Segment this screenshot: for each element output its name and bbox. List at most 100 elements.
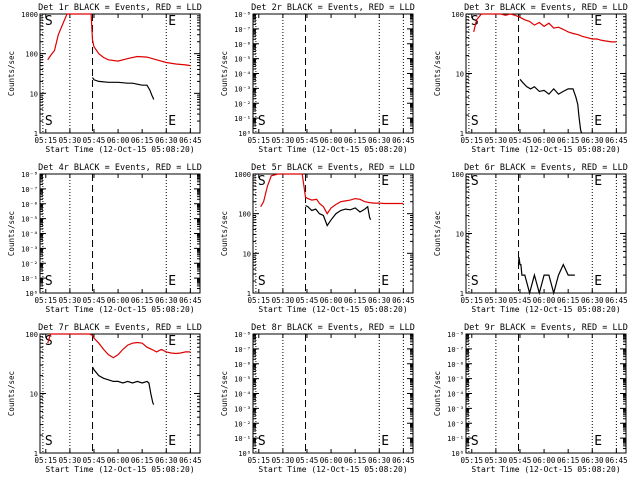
start-marker: S xyxy=(45,114,53,129)
x-tick-label: 06:45 xyxy=(605,296,628,305)
y-tick-label: 10⁻⁵ xyxy=(447,376,464,384)
x-tick-label: 05:15 xyxy=(34,456,57,465)
events-series-line xyxy=(519,78,583,134)
x-tick-label: 05:45 xyxy=(296,456,319,465)
y-tick-label: 10⁻¹ xyxy=(21,275,38,283)
x-tick-label: 05:15 xyxy=(460,136,483,145)
y-tick-label: 1 xyxy=(247,290,251,298)
x-axis-label: Start Time (12-Oct-15 05:08:20) xyxy=(258,465,407,474)
x-tick-label: 05:15 xyxy=(34,136,57,145)
y-tick-label: 10⁻⁴ xyxy=(234,71,251,79)
y-tick-label: 10⁻⁵ xyxy=(234,376,251,384)
y-tick-label: 10⁻³ xyxy=(234,405,251,413)
y-tick-label: 10⁻⁶ xyxy=(21,201,38,209)
y-axis-label: Counts/sec xyxy=(7,51,16,96)
start-marker: S xyxy=(45,274,53,289)
x-axis-label: Start Time (12-Oct-15 05:08:20) xyxy=(471,145,620,154)
y-axis-label: Counts/sec xyxy=(433,371,442,416)
y-tick-label: 10 xyxy=(30,391,38,399)
y-tick-label: 10⁻⁵ xyxy=(21,216,38,224)
panel-title: Det 9r BLACK = Events, RED = LLD xyxy=(464,323,628,333)
y-tick-label: 10⁻⁴ xyxy=(447,391,464,399)
y-tick-label: 10⁻² xyxy=(447,420,464,428)
lld-series-line xyxy=(47,13,191,67)
x-tick-label: 06:15 xyxy=(557,456,580,465)
y-tick-label: 10⁻⁶ xyxy=(234,41,251,49)
y-tick-label: 10⁻⁷ xyxy=(21,186,38,194)
y-tick-label: 10⁻⁶ xyxy=(447,361,464,369)
panel-title: Det 1r BLACK = Events, RED = LLD xyxy=(38,3,202,13)
y-tick-label: 10⁻⁸ xyxy=(234,11,251,19)
x-axis-label: Start Time (12-Oct-15 05:08:20) xyxy=(471,465,620,474)
end-marker-top: E xyxy=(594,174,602,189)
start-marker-top: S xyxy=(258,174,266,189)
x-tick-label: 05:45 xyxy=(296,296,319,305)
y-axis-label: Counts/sec xyxy=(220,51,229,96)
start-marker: S xyxy=(471,434,479,449)
start-marker: S xyxy=(471,274,479,289)
x-tick-label: 06:30 xyxy=(368,456,391,465)
end-marker: E xyxy=(594,114,602,129)
panel-title: Det 6r BLACK = Events, RED = LLD xyxy=(464,163,628,173)
y-tick-label: 10⁻² xyxy=(234,100,251,108)
y-axis-label: Counts/sec xyxy=(220,211,229,256)
end-marker: E xyxy=(381,434,389,449)
y-tick-label: 1 xyxy=(460,290,464,298)
x-tick-label: 05:30 xyxy=(485,296,508,305)
y-tick-label: 10 xyxy=(456,71,464,79)
y-tick-label: 10⁻² xyxy=(21,260,38,268)
x-tick-label: 06:00 xyxy=(107,296,130,305)
x-tick-label: 06:30 xyxy=(368,136,391,145)
y-axis-label: Counts/sec xyxy=(220,371,229,416)
x-tick-label: 06:15 xyxy=(557,296,580,305)
x-tick-label: 05:30 xyxy=(485,456,508,465)
x-tick-label: 06:45 xyxy=(392,136,415,145)
panel-title: Det 7r BLACK = Events, RED = LLD xyxy=(38,323,202,333)
end-marker: E xyxy=(168,114,176,129)
y-tick-label: 10⁻³ xyxy=(447,405,464,413)
x-tick-label: 05:15 xyxy=(460,296,483,305)
x-tick-label: 06:15 xyxy=(344,456,367,465)
x-tick-label: 06:15 xyxy=(344,136,367,145)
y-tick-label: 10⁻⁸ xyxy=(234,331,251,339)
x-tick-label: 06:00 xyxy=(107,456,130,465)
y-tick-label: 100 xyxy=(25,51,38,59)
x-axis-label: Start Time (12-Oct-15 05:08:20) xyxy=(45,305,194,314)
x-tick-label: 05:15 xyxy=(34,296,57,305)
x-tick-label: 06:45 xyxy=(605,136,628,145)
x-tick-label: 05:45 xyxy=(509,136,532,145)
y-tick-label: 1000 xyxy=(21,11,38,19)
y-tick-label: 10⁻³ xyxy=(234,85,251,93)
y-tick-label: 1 xyxy=(460,130,464,138)
x-tick-label: 06:45 xyxy=(605,456,628,465)
x-tick-label: 05:45 xyxy=(296,136,319,145)
y-tick-label: 10⁻⁷ xyxy=(234,26,251,34)
start-marker: S xyxy=(258,434,266,449)
y-tick-label: 10⁻⁸ xyxy=(447,331,464,339)
events-series-line xyxy=(91,77,155,100)
x-tick-label: 06:15 xyxy=(557,136,580,145)
x-tick-label: 05:15 xyxy=(247,136,270,145)
x-tick-label: 06:45 xyxy=(392,456,415,465)
y-axis-label: Counts/sec xyxy=(433,51,442,96)
y-tick-label: 10⁰ xyxy=(25,290,38,298)
x-tick-label: 06:30 xyxy=(581,136,604,145)
y-tick-label: 10 xyxy=(456,231,464,239)
y-tick-label: 10⁻¹ xyxy=(234,115,251,123)
events-series-line xyxy=(517,257,575,296)
x-tick-label: 06:00 xyxy=(320,456,343,465)
y-tick-label: 10⁰ xyxy=(238,130,251,138)
panel-title: Det 3r BLACK = Events, RED = LLD xyxy=(464,3,628,13)
end-marker-top: E xyxy=(594,14,602,29)
x-tick-label: 05:15 xyxy=(460,456,483,465)
x-tick-label: 06:00 xyxy=(320,136,343,145)
y-tick-label: 10⁻⁴ xyxy=(234,391,251,399)
x-tick-label: 05:15 xyxy=(247,456,270,465)
